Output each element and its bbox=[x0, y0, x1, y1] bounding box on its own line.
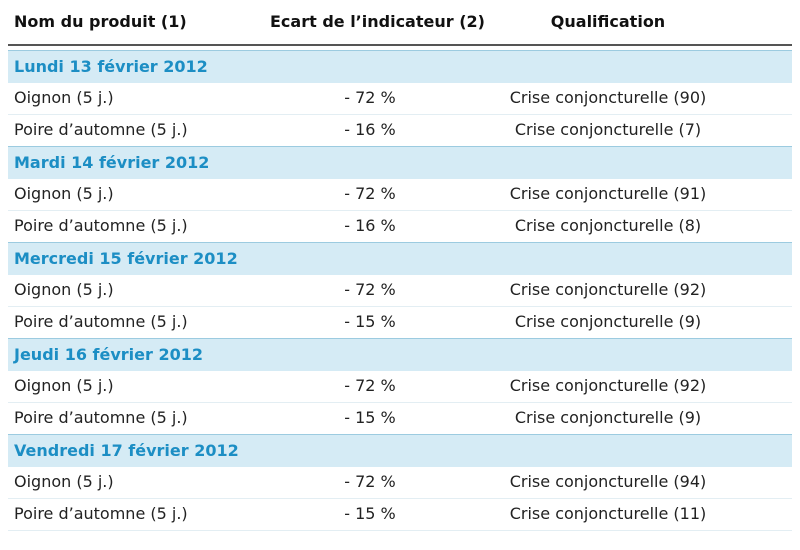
data-row: Poire d’automne (5 j.) - 15 % Crise conjon… bbox=[8, 306, 792, 339]
data-row: Oignon (5 j.) - 72 % Crise conjoncturelle … bbox=[8, 370, 792, 403]
qualification: Crise conjoncturelle (94) bbox=[509, 472, 707, 491]
date-row: Vendredi 17 février 2012 bbox=[8, 434, 792, 467]
date-row: Lundi 13 février 2012 bbox=[8, 50, 792, 83]
product-name: Oignon (5 j.) bbox=[14, 184, 114, 203]
indicator-gap: - 72 % bbox=[344, 376, 396, 395]
product-name: Poire d’automne (5 j.) bbox=[14, 408, 188, 427]
product-name: Oignon (5 j.) bbox=[14, 88, 114, 107]
qualification: Crise conjoncturelle (9) bbox=[514, 312, 702, 331]
indicator-gap: - 15 % bbox=[344, 504, 396, 523]
column-header: Nom du produit (1) bbox=[14, 12, 187, 31]
data-row: Oignon (5 j.) - 72 % Crise conjoncturelle … bbox=[8, 466, 792, 499]
header-row: Nom du produit (1) Ecart de l’indicateur … bbox=[8, 0, 792, 46]
product-name: Poire d’automne (5 j.) bbox=[14, 504, 188, 523]
indicator-gap: - 72 % bbox=[344, 280, 396, 299]
date-label: Vendredi 17 février 2012 bbox=[14, 441, 239, 460]
column-header: Qualification bbox=[550, 12, 666, 31]
product-name: Oignon (5 j.) bbox=[14, 376, 114, 395]
qualification: Crise conjoncturelle (90) bbox=[509, 88, 707, 107]
qualification: Crise conjoncturelle (91) bbox=[509, 184, 707, 203]
qualification: Crise conjoncturelle (92) bbox=[509, 376, 707, 395]
indicator-gap: - 15 % bbox=[344, 312, 396, 331]
indicator-gap: - 16 % bbox=[344, 120, 396, 139]
data-row: Poire d’automne (5 j.) - 16 % Crise conjon… bbox=[8, 210, 792, 243]
date-row: Mardi 14 février 2012 bbox=[8, 146, 792, 179]
qualification: Crise conjoncturelle (11) bbox=[509, 504, 707, 523]
product-name: Oignon (5 j.) bbox=[14, 280, 114, 299]
data-row: Oignon (5 j.) - 72 % Crise conjoncturelle … bbox=[8, 274, 792, 307]
qualification: Crise conjoncturelle (9) bbox=[514, 408, 702, 427]
date-label: Mercredi 15 février 2012 bbox=[14, 249, 238, 268]
data-row: Oignon (5 j.) - 72 % Crise conjoncturelle … bbox=[8, 82, 792, 115]
indicator-gap: - 16 % bbox=[344, 216, 396, 235]
date-label: Lundi 13 février 2012 bbox=[14, 57, 208, 76]
data-row: Poire d’automne (5 j.) - 15 % Crise conjon… bbox=[8, 402, 792, 435]
product-name: Poire d’automne (5 j.) bbox=[14, 312, 188, 331]
qualification: Crise conjoncturelle (8) bbox=[514, 216, 702, 235]
qualification: Crise conjoncturelle (92) bbox=[509, 280, 707, 299]
data-row: Oignon (5 j.) - 72 % Crise conjoncturelle … bbox=[8, 178, 792, 211]
indicator-gap: - 72 % bbox=[344, 184, 396, 203]
indicator-gap: - 72 % bbox=[344, 88, 396, 107]
product-name: Oignon (5 j.) bbox=[14, 472, 114, 491]
indicator-gap: - 72 % bbox=[344, 472, 396, 491]
date-label: Mardi 14 février 2012 bbox=[14, 153, 210, 172]
date-row: Mercredi 15 février 2012 bbox=[8, 242, 792, 275]
column-header: Ecart de l’indicateur (2) bbox=[270, 12, 485, 31]
date-label: Jeudi 16 février 2012 bbox=[14, 345, 203, 364]
indicator-gap: - 15 % bbox=[344, 408, 396, 427]
qualification: Crise conjoncturelle (7) bbox=[514, 120, 702, 139]
data-row: Poire d’automne (5 j.) - 15 % Crise conjon… bbox=[8, 498, 792, 531]
data-row: Poire d’automne (5 j.) - 16 % Crise conjon… bbox=[8, 114, 792, 147]
date-row: Jeudi 16 février 2012 bbox=[8, 338, 792, 371]
product-name: Poire d’automne (5 j.) bbox=[14, 216, 188, 235]
product-name: Poire d’automne (5 j.) bbox=[14, 120, 188, 139]
